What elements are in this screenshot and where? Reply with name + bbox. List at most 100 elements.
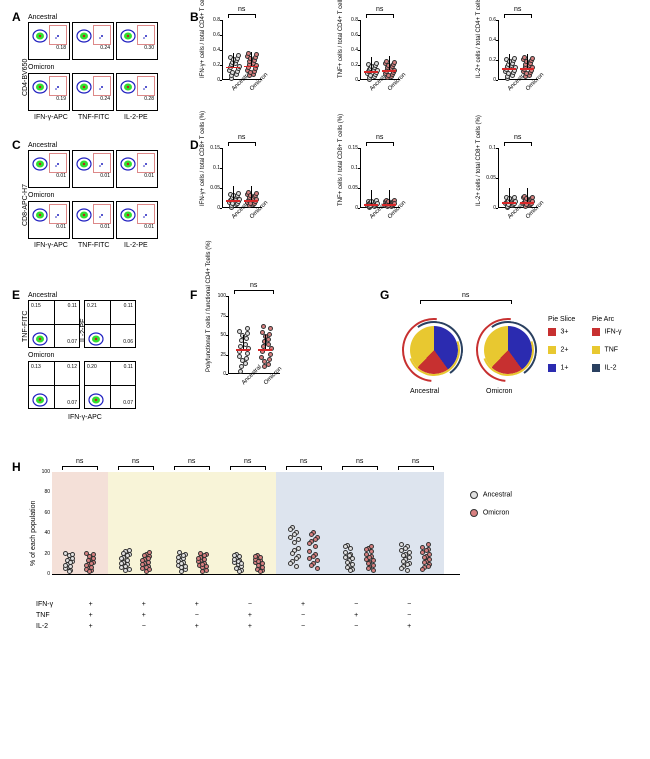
flow-plot-quad: 0.15 0.11 0.07: [28, 300, 80, 348]
scatter-D-1: 00.050.10.15nsAncestralOmicronTNF+ cells…: [342, 148, 402, 218]
panel-c-row1: Omicron: [28, 192, 54, 199]
flow-plot: 0.24: [72, 73, 114, 111]
data-point: [407, 555, 412, 560]
panel-e-y0: TNF-FITC: [22, 311, 29, 343]
data-point: [422, 555, 427, 560]
legend-item: Ancestral: [470, 486, 512, 504]
data-point: [127, 548, 132, 553]
combo-band: [108, 472, 164, 574]
panel-h-legend: Ancestral Omicron: [470, 486, 512, 522]
panel-g-ns: ns: [462, 292, 469, 299]
panel-a: Ancestral 0.18 0.24 0.30 Omicron: [28, 18, 160, 104]
data-point: [386, 73, 391, 78]
data-point: [239, 364, 244, 369]
flow-plot: 0.18: [28, 22, 70, 60]
data-point: [266, 362, 271, 367]
data-point: [420, 567, 425, 572]
data-point: [245, 351, 250, 356]
panel-c-label: C: [12, 138, 21, 152]
combo-band: [220, 472, 276, 574]
panel-a-x2: IL-2-PE: [124, 114, 148, 121]
panel-e-row1: Omicron: [28, 352, 54, 359]
flow-plot-quad: 0.13 0.12 0.07: [28, 361, 80, 409]
panel-f: 0255075100nsAncestralOmicronPolyfunction…: [210, 296, 290, 389]
legend-item: 3+: [548, 323, 575, 341]
flow-plot: 0.28: [116, 73, 158, 111]
data-point: [290, 551, 295, 556]
panel-g-label: G: [380, 288, 389, 302]
scatter-D-2: 00.050.1nsAncestralOmicronIL-2+ cells / …: [480, 148, 540, 218]
data-point: [296, 546, 301, 551]
scatter-F: 0255075100nsAncestralOmicronPolyfunction…: [210, 296, 282, 384]
panel-b: 00.20.40.60.8nsAncestralOmicronIFN-γ+ ce…: [204, 20, 618, 95]
flow-plot-quad: 0.21 0.11 0.06: [84, 300, 136, 348]
panel-c-x2: IL-2-PE: [124, 242, 148, 249]
data-point: [374, 61, 379, 66]
panel-d-label: D: [190, 138, 199, 152]
data-point: [268, 326, 273, 331]
data-point: [426, 564, 431, 569]
slice-legend-title: Pie Slice: [548, 316, 575, 323]
data-point: [371, 558, 376, 563]
panel-a-row0: Ancestral: [28, 14, 57, 21]
flow-plot: 0.01: [72, 150, 114, 188]
data-point: [294, 556, 299, 561]
panel-a-row1: Omicron: [28, 64, 54, 71]
panel-e-row0: Ancestral: [28, 292, 57, 299]
panel-a-yaxis: CD4-BV650: [22, 59, 29, 96]
combo-band: [164, 472, 220, 574]
data-point: [238, 369, 243, 374]
panel-h: % of each population 020406080100nsnsnsn…: [40, 472, 460, 592]
panel-e-label: E: [12, 288, 20, 302]
data-point: [244, 356, 249, 361]
flow-plot: 0.19: [28, 73, 70, 111]
flow-plot: 0.01: [28, 150, 70, 188]
combo-band: [388, 472, 444, 574]
data-point: [267, 357, 272, 362]
flow-plot: 0.01: [28, 201, 70, 239]
data-point: [176, 555, 181, 560]
flow-plot: 0.30: [116, 22, 158, 60]
data-point: [350, 562, 355, 567]
cytokine-grid: IFN-γ+++−+−−TNF++−+−+−IL-2+−++−−+: [34, 598, 437, 633]
data-point: [245, 331, 250, 336]
data-point: [371, 563, 376, 568]
data-point: [262, 364, 267, 369]
panel-c-x1: TNF-FITC: [78, 242, 110, 249]
panel-g: ns Ancestral Omicron Pie Slice 3+ 2+ 1+ …: [392, 296, 632, 416]
panel-d: 00.050.10.15nsAncestralOmicronIFN-γ+ cel…: [204, 148, 618, 223]
panel-a-x0: IFN-γ-APC: [34, 114, 68, 121]
data-point: [261, 324, 266, 329]
data-point: [236, 191, 241, 196]
data-point: [426, 542, 431, 547]
data-point: [392, 60, 397, 65]
data-point: [125, 558, 130, 563]
data-point: [313, 537, 318, 542]
data-point: [407, 550, 412, 555]
scatter-D-0: 00.050.10.15nsAncestralOmicronIFN-γ+ cel…: [204, 148, 264, 218]
data-point: [244, 336, 249, 341]
flow-plot: 0.24: [72, 22, 114, 60]
data-point: [366, 561, 371, 566]
data-point: [236, 53, 241, 58]
data-point: [245, 326, 250, 331]
panel-g-arc-legend: Pie Arc IFN-γ TNF IL-2: [592, 316, 622, 377]
data-point: [146, 556, 151, 561]
data-point: [181, 553, 186, 558]
panel-g-cat1: Omicron: [486, 388, 512, 395]
data-point: [84, 563, 89, 568]
data-point: [254, 191, 259, 196]
panel-b-label: B: [190, 10, 199, 24]
panel-g-cat0: Ancestral: [410, 388, 439, 395]
flow-plot: 0.01: [116, 150, 158, 188]
panel-g-bracket: [420, 300, 512, 304]
data-point: [345, 560, 350, 565]
data-point: [530, 56, 535, 61]
data-point: [63, 563, 68, 568]
legend-item: Omicron: [470, 504, 512, 522]
data-point: [89, 561, 94, 566]
combo-band: [276, 472, 332, 574]
scatter-B-2: 00.20.40.6nsAncestralOmicronIL-2+ cells …: [480, 20, 540, 90]
legend-item: 1+: [548, 359, 575, 377]
data-point: [427, 552, 432, 557]
